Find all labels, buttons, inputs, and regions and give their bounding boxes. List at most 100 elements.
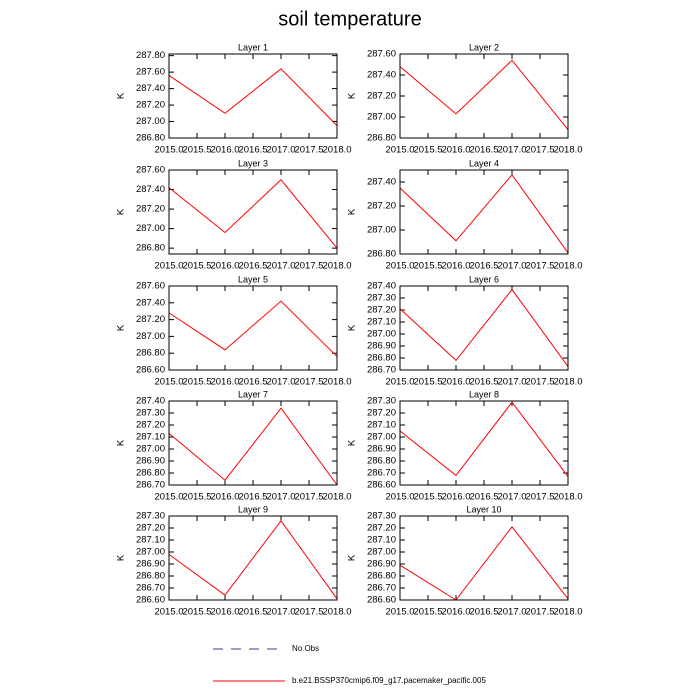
y-tick-label: 286.80 [136, 571, 165, 582]
y-tick-label: 287.00 [136, 331, 165, 342]
y-tick-label: 287.60 [136, 67, 165, 78]
x-tick-label: 2015.5 [413, 261, 442, 272]
y-tick-label: 287.30 [367, 293, 396, 304]
panel-title: Layer 10 [466, 504, 501, 514]
x-tick-label: 2016.0 [441, 145, 470, 156]
y-tick-label: 287.00 [367, 112, 396, 123]
x-tick-label: 2018.0 [322, 145, 351, 156]
y-tick-label: 287.40 [367, 281, 396, 292]
panel-title: Layer 7 [238, 389, 268, 399]
x-tick-label: 2016.0 [210, 492, 239, 503]
y-tick-label: 287.80 [136, 50, 165, 61]
y-tick-label: 287.40 [136, 396, 165, 407]
data-line [399, 173, 569, 254]
y-tick-label: 287.00 [367, 432, 396, 443]
y-axis-label: K [347, 554, 358, 561]
x-tick-label: 2018.0 [553, 261, 582, 272]
x-tick-label: 2015.5 [182, 492, 211, 503]
y-axis-label: K [116, 92, 127, 99]
x-tick-label: 2016.5 [469, 377, 498, 388]
x-tick-label: 2017.0 [266, 492, 295, 503]
x-tick-label: 2018.0 [322, 492, 351, 503]
data-line [399, 288, 569, 367]
y-tick-label: 287.40 [136, 297, 165, 308]
y-tick-label: 286.90 [367, 559, 396, 570]
y-tick-label: 286.90 [367, 444, 396, 455]
y-tick-label: 287.20 [367, 305, 396, 316]
y-tick-label: 286.80 [367, 249, 396, 260]
y-tick-label: 287.00 [367, 329, 396, 340]
data-line [168, 68, 338, 127]
y-tick-label: 287.00 [136, 547, 165, 558]
data-line [168, 179, 338, 249]
panel-title: Layer 2 [469, 42, 499, 52]
x-tick-label: 2016.0 [210, 377, 239, 388]
x-tick-label: 2016.5 [469, 261, 498, 272]
y-tick-label: 286.60 [367, 595, 396, 606]
y-tick-label: 286.80 [136, 243, 165, 254]
y-tick-label: 286.90 [136, 456, 165, 467]
panel-title: Layer 5 [238, 274, 268, 284]
x-tick-label: 2017.5 [294, 377, 323, 388]
x-tick-label: 2018.0 [322, 607, 351, 618]
y-tick-label: 287.10 [136, 535, 165, 546]
y-tick-label: 287.60 [367, 49, 396, 60]
panel-title: Layer 9 [238, 504, 268, 514]
y-tick-label: 286.80 [136, 133, 165, 144]
y-tick-label: 286.80 [367, 456, 396, 467]
y-axis-label: K [116, 439, 127, 446]
x-tick-label: 2017.0 [266, 607, 295, 618]
x-tick-label: 2017.0 [497, 607, 526, 618]
y-tick-label: 287.00 [136, 223, 165, 234]
x-tick-label: 2015.5 [413, 145, 442, 156]
plot-frame [399, 285, 569, 371]
y-axis-label: K [116, 324, 127, 331]
panel-title: Layer 8 [469, 389, 499, 399]
y-tick-label: 287.40 [136, 83, 165, 94]
x-tick-label: 2017.5 [525, 492, 554, 503]
y-tick-label: 287.20 [136, 523, 165, 534]
panel-title: Layer 1 [238, 42, 268, 52]
x-tick-label: 2017.5 [525, 145, 554, 156]
panel-title: Layer 6 [469, 274, 499, 284]
y-tick-label: 287.20 [367, 91, 396, 102]
x-tick-label: 2015.0 [154, 607, 183, 618]
x-tick-label: 2015.0 [385, 261, 414, 272]
x-tick-label: 2015.0 [154, 492, 183, 503]
x-tick-label: 2017.0 [266, 377, 295, 388]
y-axis-label: K [116, 208, 127, 215]
plot-frame [399, 169, 569, 255]
data-line [399, 401, 569, 477]
x-tick-label: 2016.0 [441, 261, 470, 272]
x-tick-label: 2016.5 [238, 607, 267, 618]
panel-title: Layer 4 [469, 158, 499, 168]
y-tick-label: 286.80 [367, 133, 396, 144]
data-line [399, 525, 569, 601]
y-tick-label: 286.60 [136, 595, 165, 606]
y-tick-label: 287.30 [367, 396, 396, 407]
y-tick-label: 286.90 [136, 559, 165, 570]
x-tick-label: 2015.0 [154, 145, 183, 156]
x-tick-label: 2015.0 [154, 377, 183, 388]
y-tick-label: 287.00 [367, 547, 396, 558]
x-tick-label: 2018.0 [322, 377, 351, 388]
plot-frame [168, 53, 338, 139]
y-tick-label: 287.20 [136, 420, 165, 431]
y-axis-label: K [116, 554, 127, 561]
x-tick-label: 2016.5 [469, 145, 498, 156]
x-tick-label: 2016.0 [210, 607, 239, 618]
figure-title: soil temperature [278, 8, 421, 30]
x-tick-label: 2017.5 [294, 261, 323, 272]
y-tick-label: 287.00 [136, 444, 165, 455]
data-line [168, 519, 338, 600]
plot-frame [168, 169, 338, 255]
y-axis-label: K [347, 324, 358, 331]
x-tick-label: 2017.0 [266, 145, 295, 156]
x-tick-label: 2017.0 [497, 492, 526, 503]
y-tick-label: 286.70 [367, 583, 396, 594]
y-tick-label: 286.70 [136, 583, 165, 594]
y-axis-label: K [347, 439, 358, 446]
y-tick-label: 287.20 [367, 201, 396, 212]
